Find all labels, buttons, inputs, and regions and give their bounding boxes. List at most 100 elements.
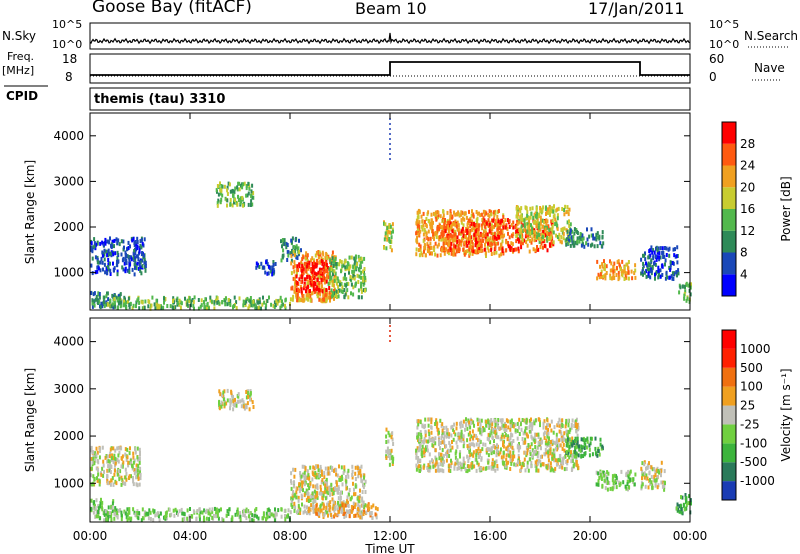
nsky-tick-top: 10^5 [52,18,83,31]
velocity-colorbar-cell [722,424,736,444]
date-title: 17/Jan/2011 [588,0,685,18]
velocity-ytick-label: 1000 [53,476,84,490]
power-region-5 [280,236,302,263]
power-colorbar-tick: 20 [740,180,755,194]
power-ytick-label: 4000 [53,129,84,143]
velocity-region-9 [595,469,637,492]
velocity-ytick-label: 4000 [53,335,84,349]
freq-unit: [MHz] [2,64,35,77]
velocity-colorbar-tick: -25 [740,417,760,431]
power-region-3 [215,181,255,208]
freq-label: Freq. [7,50,35,63]
power-colorbar-cell [722,274,736,296]
velocity-region-8 [565,436,604,459]
velocity-region-4 [290,464,367,516]
power-colorbar-cell [722,230,736,253]
cpid-panel-frame [89,87,691,111]
power-colorbar-cell [722,165,736,188]
xtick-label: 04:00 [173,529,208,543]
velocity-region-0 [90,445,142,488]
velocity-region-6 [385,427,395,467]
velocity-colorbar-cell [722,367,736,387]
power-region-9 [383,220,394,253]
power-region-2 [103,295,292,311]
station-title: Goose Bay (fitACF) [92,0,252,17]
power-colorbar-cell [722,122,736,144]
velocity-colorbar-frame [721,329,737,501]
power-ylabel: Slant Range [km] [23,160,37,264]
velocity-frame [89,317,691,523]
power-colorbar-tick: 16 [740,202,755,216]
power-colorbar-label: Power [dB] [779,176,793,241]
freq-tick-bottom: 8 [65,70,73,84]
power-region-0 [90,236,147,277]
xtick-label: 00:00 [673,529,708,543]
freq-tick-top: 18 [62,52,78,66]
power-colorbar-cell [722,143,736,166]
beam-title: Beam 10 [355,0,427,18]
velocity-colorbar-tick: 100 [740,380,763,394]
velocity-region-1 [90,497,117,521]
nave-tick-bottom: 0 [709,70,717,84]
cpid-label: CPID [6,89,39,103]
power-colorbar-cell [722,209,736,231]
power-region-13 [565,227,605,249]
velocity-colorbar-cell [722,481,736,500]
power-ytick-label: 3000 [53,174,84,188]
power-ytick-label: 2000 [53,220,84,234]
nsky-label: N.Sky [2,29,37,43]
velocity-region-7 [415,417,580,474]
velocity-colorbar-cell [722,330,736,349]
velocity-colorbar-label: Velocity [m s⁻¹] [779,368,793,461]
nave-label: Nave [754,61,785,75]
xlabel: Time UT [364,542,415,554]
velocity-region-3 [218,388,255,412]
freq-trace [90,61,690,76]
velocity-colorbar-cell [722,386,736,406]
velocity-region-11 [675,493,692,516]
velocity-colorbar-tick: -1000 [740,474,775,488]
cpid-text: themis (tau) 3310 [94,92,226,107]
xtick-label: 00:00 [73,529,108,543]
velocity-colorbar-tick: 500 [740,361,763,375]
power-region-7 [295,259,332,295]
freq-panel-frame [89,53,691,84]
power-region-14 [596,259,637,282]
power-colorbar-tick: 4 [740,267,748,281]
xtick-label: 20:00 [573,529,608,543]
nsearch-label: N.Search [744,29,799,43]
velocity-colorbar-cell [722,462,736,482]
velocity-colorbar-cell [722,405,736,425]
power-frame [89,112,691,311]
power-ytick-label: 1000 [53,266,84,280]
velocity-colorbar-cell [722,348,736,368]
velocity-region-2 [103,506,292,523]
power-region-15 [640,245,680,281]
nsearch-tick-bottom: 10^0 [709,38,740,51]
power-colorbar-tick: 28 [740,137,755,151]
power-colorbar-tick: 12 [740,224,755,238]
velocity-colorbar-tick: -100 [740,436,767,450]
nave-tick-top: 60 [709,52,725,66]
velocity-colorbar-tick: 25 [740,399,755,413]
velocity-colorbar-cell [722,443,736,463]
velocity-ytick-label: 2000 [53,429,84,443]
power-region-8 [327,254,367,300]
velocity-colorbar-tick: -500 [740,455,767,469]
power-region-12 [515,204,572,245]
power-colorbar-tick: 8 [740,246,748,260]
velocity-region-10 [640,460,666,492]
nsky-trace [89,32,691,45]
nsky-panel-frame [89,22,691,50]
velocity-colorbar-tick: 1000 [740,342,771,356]
xtick-label: 08:00 [273,529,308,543]
nsearch-tick-top: 10^5 [709,18,740,31]
velocity-region-5 [315,502,379,520]
velocity-ylabel: Slant Range [km] [23,368,37,472]
power-colorbar-cell [722,187,736,209]
power-colorbar-frame [721,121,737,297]
power-colorbar-tick: 24 [740,159,755,173]
xtick-label: 12:00 [373,529,408,543]
power-region-4 [255,259,277,277]
